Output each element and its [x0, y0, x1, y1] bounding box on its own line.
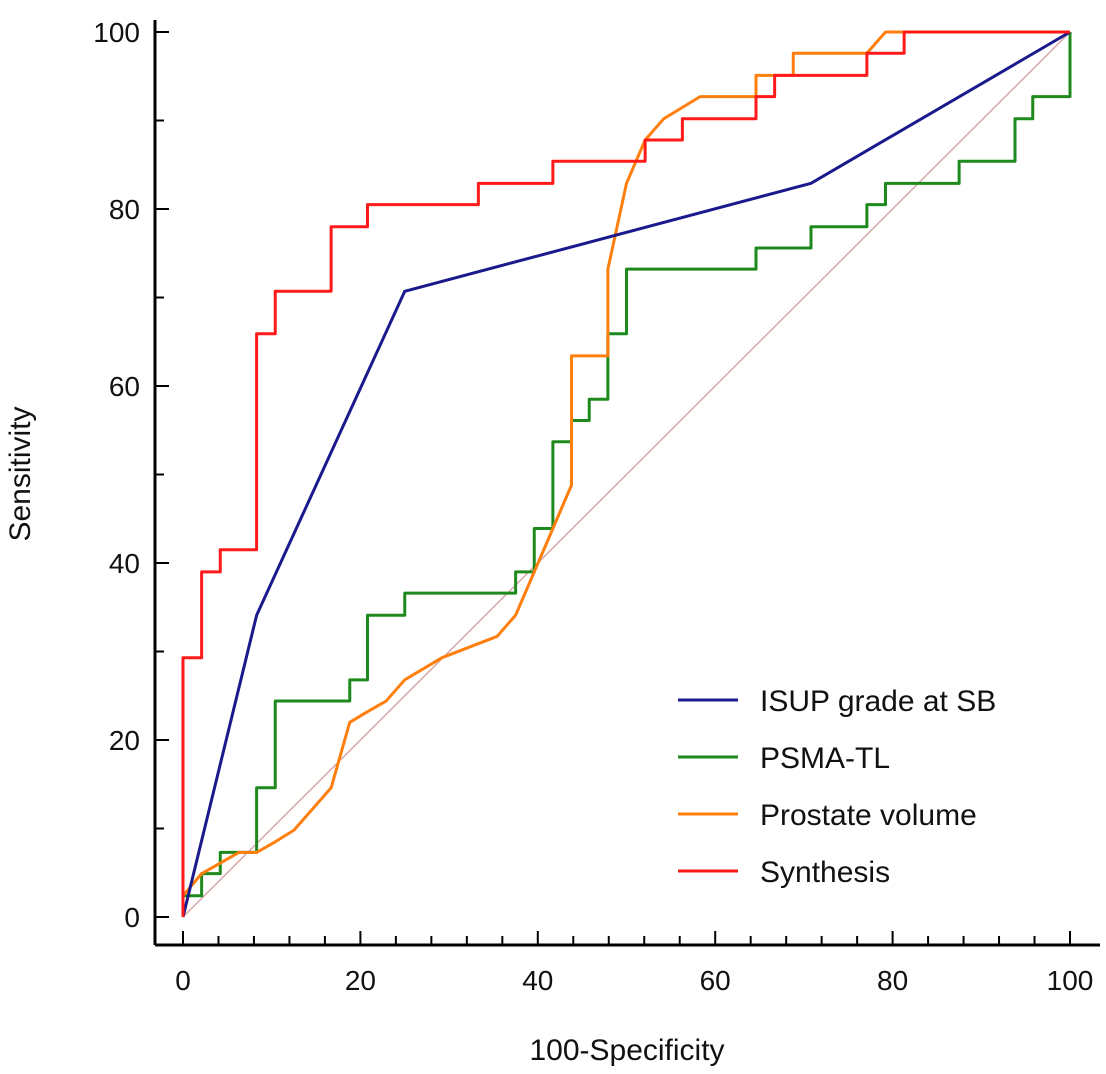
plot-area: [181, 30, 1072, 918]
legend-label: PSMA-TL: [760, 742, 890, 775]
legend-label: Synthesis: [760, 856, 890, 889]
x-tick-label: 100: [1047, 965, 1094, 996]
x-axis-label: 100-Specificity: [529, 1034, 724, 1067]
axes: 0 20 40 60 80 100 0 20 40 60 80 100: [93, 17, 1100, 996]
y-tick-label: 0: [124, 902, 140, 933]
y-tick-label: 100: [93, 17, 140, 48]
x-tick-label: 20: [345, 965, 376, 996]
legend: ISUP grade at SB PSMA-TL Prostate volume Sy…: [678, 685, 996, 889]
legend-label: Prostate volume: [760, 799, 977, 832]
x-tick-label: 0: [175, 965, 191, 996]
x-tick-label: 80: [877, 965, 908, 996]
series-line-prostate-volume: [181, 30, 1070, 917]
x-tick-label: 60: [700, 965, 731, 996]
y-tick-label: 60: [109, 371, 140, 402]
reference-line: [182, 31, 1071, 918]
legend-label: ISUP grade at SB: [760, 685, 996, 718]
x-tick-label: 40: [522, 965, 553, 996]
series-line-isup-grade-at-sb: [181, 30, 1071, 918]
y-tick-label: 40: [109, 548, 140, 579]
y-axis-label: Sensitivity: [4, 406, 37, 541]
y-tick-label: 20: [109, 725, 140, 756]
y-tick-label: 80: [109, 194, 140, 225]
series-line-synthesis: [181, 30, 1070, 917]
